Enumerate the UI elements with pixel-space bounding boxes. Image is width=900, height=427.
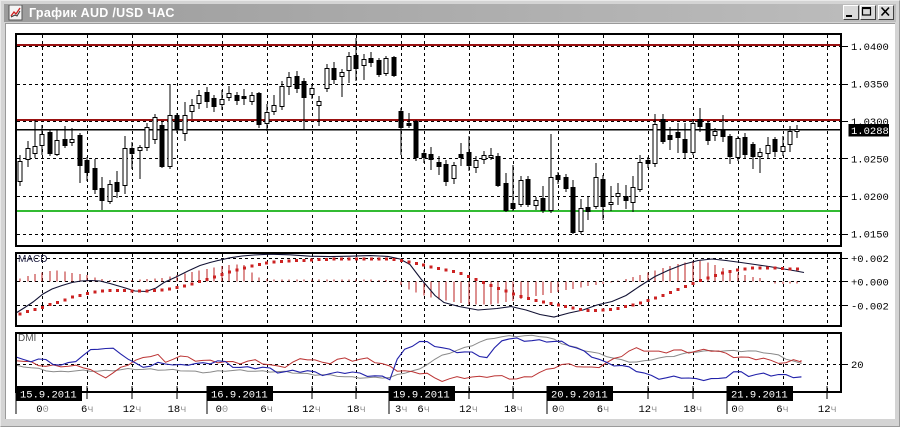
- svg-text:1.0200: 1.0200: [851, 192, 889, 204]
- svg-text:6ч: 6ч: [597, 404, 610, 416]
- svg-text:12ч: 12ч: [818, 404, 837, 416]
- svg-text:16.9.2011: 16.9.2011: [211, 390, 268, 402]
- svg-text:15.9.2011: 15.9.2011: [20, 390, 77, 402]
- svg-text:18ч: 18ч: [504, 404, 523, 416]
- svg-text:6ч: 6ч: [81, 404, 94, 416]
- svg-text:6ч: 6ч: [417, 404, 430, 416]
- svg-text:6ч: 6ч: [776, 404, 789, 416]
- svg-text:12ч: 12ч: [123, 404, 142, 416]
- svg-text:6ч: 6ч: [260, 404, 273, 416]
- svg-text:00: 00: [731, 404, 744, 416]
- svg-text:19.9.2011: 19.9.2011: [393, 390, 450, 402]
- svg-text:12ч: 12ч: [639, 404, 658, 416]
- svg-text:1.0350: 1.0350: [851, 80, 889, 92]
- svg-text:12ч: 12ч: [459, 404, 478, 416]
- svg-text:12ч: 12ч: [302, 404, 321, 416]
- svg-text:18ч: 18ч: [683, 404, 702, 416]
- svg-text:+0.002: +0.002: [851, 254, 889, 266]
- svg-text:18ч: 18ч: [168, 404, 187, 416]
- svg-text:1.0288: 1.0288: [851, 126, 889, 138]
- svg-text:00: 00: [216, 404, 229, 416]
- svg-text:DMI: DMI: [18, 333, 36, 344]
- svg-text:00: 00: [36, 404, 49, 416]
- svg-text:1.0400: 1.0400: [851, 42, 889, 54]
- svg-text:00: 00: [552, 404, 565, 416]
- svg-text:20.9.2011: 20.9.2011: [551, 390, 608, 402]
- svg-text:3ч: 3ч: [395, 404, 408, 416]
- svg-text:21.9.2011: 21.9.2011: [731, 390, 788, 402]
- svg-text:-0.002: -0.002: [851, 301, 889, 313]
- svg-text:18ч: 18ч: [347, 404, 366, 416]
- svg-text:20: 20: [851, 360, 864, 372]
- svg-text:MACD: MACD: [18, 254, 47, 265]
- svg-text:1.0250: 1.0250: [851, 155, 889, 167]
- svg-text:1.0150: 1.0150: [851, 230, 889, 242]
- svg-text:+0.000: +0.000: [851, 278, 889, 290]
